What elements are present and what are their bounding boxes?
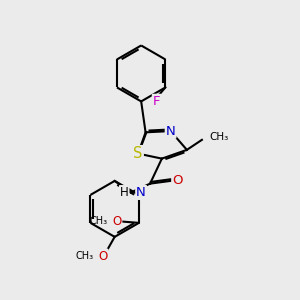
Text: F: F [153,95,160,108]
Text: CH₃: CH₃ [209,133,229,142]
Text: H: H [120,186,129,199]
Text: O: O [172,174,183,187]
Text: CH₃: CH₃ [75,251,94,261]
Text: O: O [98,250,107,262]
Text: N: N [166,124,176,138]
Text: N: N [136,186,146,199]
Text: O: O [112,215,122,228]
Text: S: S [134,146,143,161]
Text: CH₃: CH₃ [89,216,107,226]
